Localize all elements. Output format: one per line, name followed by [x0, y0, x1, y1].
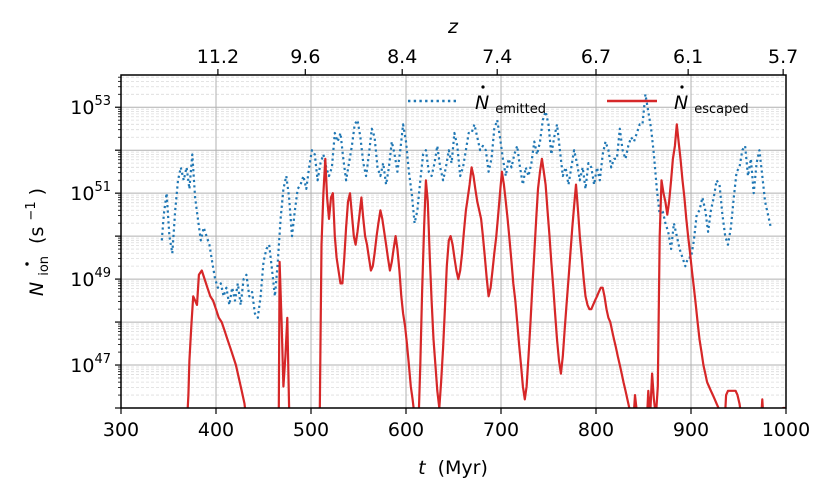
x-tick-label: 800: [578, 419, 614, 441]
y-tick-label: 1053: [70, 94, 111, 119]
x-tick-label: 900: [673, 419, 709, 441]
y-tick-label: 1049: [70, 266, 111, 291]
x-axis-label-var: t: [418, 457, 427, 479]
top-tick-label: 8.4: [387, 46, 417, 68]
x-tick-label: 400: [198, 419, 234, 441]
y-axis-label: N ion (s −1 ): [18, 188, 53, 296]
top-tick-label: 6.1: [673, 46, 703, 68]
x-axis-label: t (Myr): [418, 457, 488, 479]
y-axis-label-exp: −1: [24, 201, 39, 220]
y-tick-label: 1051: [70, 180, 111, 205]
y-tick-label: 1047: [70, 352, 111, 377]
x-tick-label: 300: [103, 419, 139, 441]
top-tick-label: 11.2: [197, 46, 239, 68]
y-axis-label-close: ): [26, 188, 48, 195]
legend-label-emitted: N emitted: [475, 92, 546, 117]
y-axis-label-main: N: [26, 282, 48, 296]
y-axis-label-sub: ion: [37, 256, 52, 276]
series-line-emitted: [160, 93, 772, 319]
top-tick-label: 7.4: [482, 46, 512, 68]
y-axis-label-unit: (s: [26, 227, 48, 244]
top-axis-label: z: [447, 16, 459, 38]
top-tick-label: 9.6: [290, 46, 320, 68]
series-line-escaped: [186, 123, 785, 408]
top-tick-label: 5.7: [768, 46, 798, 68]
legend: N emitted N escaped: [408, 85, 749, 117]
x-tick-label: 1000: [762, 419, 810, 441]
top-tick-label: 6.7: [581, 46, 611, 68]
grid-lines: [120, 75, 787, 409]
legend-emitted-dot: [481, 85, 485, 89]
legend-emitted-main: N: [475, 92, 489, 114]
plot-frame: [120, 74, 787, 409]
x-axis-label-unit: (Myr): [438, 457, 488, 479]
legend-escaped-main: N: [674, 92, 688, 114]
y-axis-label-dot: [25, 262, 29, 266]
legend-escaped-sub: escaped: [694, 102, 748, 117]
legend-escaped-dot: [680, 85, 684, 89]
x-tick-label: 600: [388, 419, 424, 441]
axis-ticks: 300 400 500 600 700 800 900 1000 11.2 9.6 8.4 7.4 6.…: [70, 46, 810, 441]
x-tick-label: 500: [293, 419, 329, 441]
legend-label-escaped: N escaped: [674, 92, 749, 117]
x-tick-label: 700: [483, 419, 519, 441]
legend-emitted-sub: emitted: [495, 102, 546, 117]
svg-text:N ion (s −1: N ion (s −1 ): [18, 188, 53, 296]
series-lines: [160, 93, 785, 408]
